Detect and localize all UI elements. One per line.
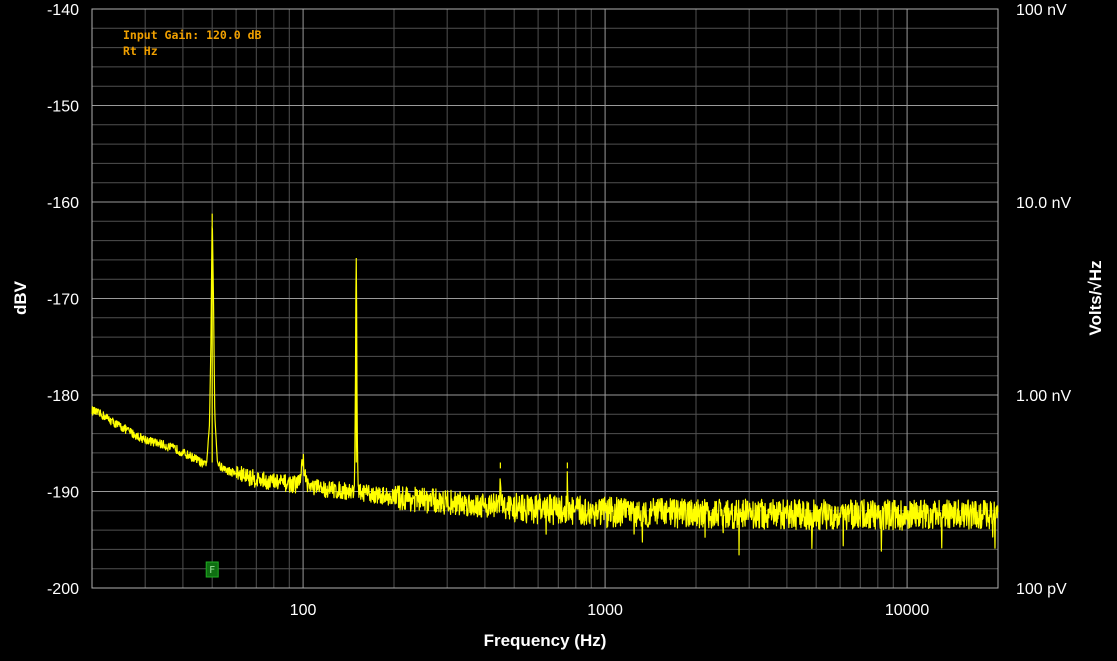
x-tick-label: 100 — [290, 602, 317, 619]
annotation-input-gain: Input Gain: 120.0 dB — [123, 28, 262, 42]
y-tick-label: -200 — [47, 581, 79, 598]
frequency-marker[interactable]: F — [205, 561, 219, 578]
noise-spectrum-trace — [91, 213, 999, 556]
x-axis-ticks: 100 1000 10000 — [290, 602, 930, 619]
x-tick-label: 1000 — [587, 602, 623, 619]
plot-frame — [91, 8, 999, 589]
annotation-units: Rt Hz — [123, 44, 158, 58]
y-tick-label: -190 — [47, 485, 79, 502]
x-axis-title: Frequency (Hz) — [484, 631, 607, 650]
y2-tick-label: 100 nV — [1016, 2, 1067, 19]
y2-tick-label: 10.0 nV — [1016, 195, 1071, 212]
y-tick-label: -170 — [47, 292, 79, 309]
y2-tick-label: 100 pV — [1016, 581, 1067, 598]
y-tick-label: -140 — [47, 2, 79, 19]
y2-tick-label: 1.00 nV — [1016, 388, 1071, 405]
y-axis-title: dBV — [11, 280, 30, 315]
y-tick-label: -150 — [47, 99, 79, 116]
marker-box[interactable] — [205, 561, 219, 578]
y2-axis-title: Volts/√Hz — [1086, 260, 1105, 335]
x-tick-label: 10000 — [885, 602, 930, 619]
y-tick-label: -160 — [47, 195, 79, 212]
y-tick-label: -180 — [47, 388, 79, 405]
y2-axis-ticks: 100 nV 10.0 nV 1.00 nV 100 pV — [1016, 2, 1071, 598]
y-axis-ticks: -140 -150 -160 -170 -180 -190 -200 — [47, 2, 79, 598]
marker-label: F — [209, 565, 215, 576]
